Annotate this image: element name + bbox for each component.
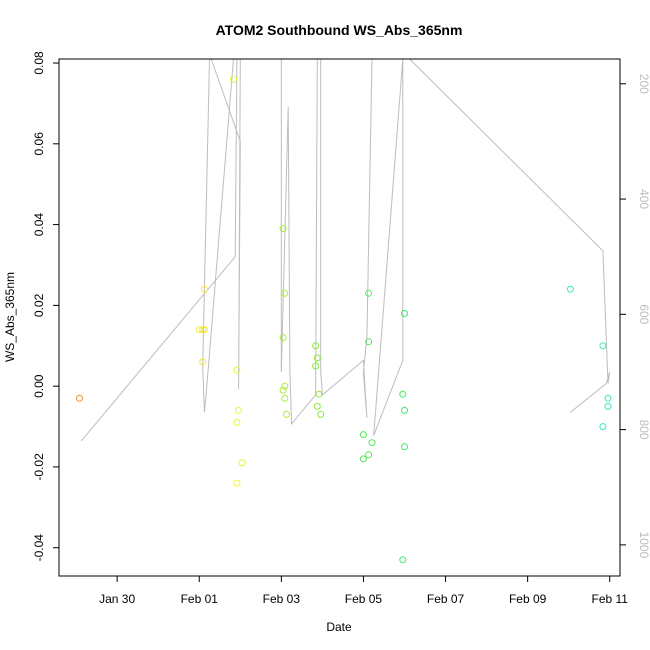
- x-tick-label: Feb 03: [263, 592, 301, 606]
- data-point: [76, 394, 83, 402]
- data-point: [604, 394, 612, 402]
- data-point: [365, 289, 373, 297]
- data-point: [365, 451, 373, 459]
- data-point: [313, 402, 321, 410]
- y-tick-label: 0.00: [32, 374, 46, 398]
- data-point: [566, 285, 574, 293]
- y2-tick-label: 1000: [637, 532, 650, 559]
- y-tick-label: 0.06: [32, 132, 46, 156]
- x-tick-label: Jan 30: [99, 592, 135, 606]
- y-tick-label: 0.04: [32, 213, 46, 237]
- y-tick-label: -0.04: [32, 534, 46, 562]
- chart-title: ATOM2 Southbound WS_Abs_365nm: [216, 22, 463, 38]
- x-tick-label: Feb 01: [181, 592, 219, 606]
- x-axis: Jan 30 Feb 01 Feb 03 Feb 05 Feb 07 Feb 09 Feb …: [99, 576, 628, 606]
- data-point: [281, 289, 289, 297]
- data-point: [283, 410, 290, 418]
- data-point: [359, 431, 367, 439]
- data-point: [279, 386, 287, 394]
- data-point: [312, 342, 320, 350]
- data-point: [313, 354, 321, 362]
- data-point: [401, 310, 408, 317]
- data-point: [200, 285, 208, 293]
- data-point: [401, 443, 408, 451]
- data-point: [399, 556, 407, 564]
- data-point: [233, 479, 241, 487]
- data-point: [279, 334, 287, 342]
- data-point: [368, 439, 376, 447]
- data-point: [279, 225, 287, 233]
- data-point: [399, 390, 407, 398]
- y-axis-label: WS_Abs_365nm: [3, 272, 17, 362]
- y2-axis: 200 400 600 800 1000: [620, 74, 650, 559]
- data-point: [200, 326, 208, 334]
- x-tick-label: Feb 05: [345, 592, 383, 606]
- data-points: [76, 75, 612, 564]
- x-tick-label: Feb 07: [427, 592, 465, 606]
- y2-tick-label: 200: [637, 74, 650, 94]
- y2-tick-label: 400: [637, 189, 650, 209]
- data-point: [315, 390, 323, 398]
- y2-tick-label: 800: [637, 420, 650, 440]
- x-tick-label: Feb 11: [592, 592, 629, 606]
- data-point: [401, 406, 408, 414]
- data-point: [195, 326, 203, 334]
- data-point: [238, 459, 246, 467]
- data-point: [199, 358, 207, 366]
- profile-line-path: [80, 58, 611, 442]
- data-point: [233, 419, 241, 426]
- data-point: [365, 338, 373, 346]
- data-point: [599, 342, 607, 350]
- data-point: [233, 366, 241, 374]
- data-point: [359, 455, 367, 463]
- profile-line: [80, 58, 611, 442]
- y-axis: -0.04 -0.02 0.00 0.02 0.04 0.06 0.08: [32, 51, 59, 561]
- data-point: [317, 410, 325, 418]
- data-point: [281, 394, 289, 402]
- data-point: [281, 382, 289, 390]
- y-tick-label: 0.02: [32, 293, 46, 317]
- x-axis-label: Date: [326, 620, 352, 634]
- y-tick-label: 0.08: [32, 51, 46, 75]
- y2-tick-label: 600: [637, 304, 650, 324]
- data-point: [312, 362, 320, 370]
- y-tick-label: -0.02: [32, 453, 46, 481]
- plot-frame: [58, 58, 621, 577]
- x-tick-label: Feb 09: [509, 592, 547, 606]
- data-point: [599, 423, 607, 431]
- data-point: [230, 75, 237, 83]
- data-point: [604, 402, 612, 410]
- data-point: [235, 406, 243, 414]
